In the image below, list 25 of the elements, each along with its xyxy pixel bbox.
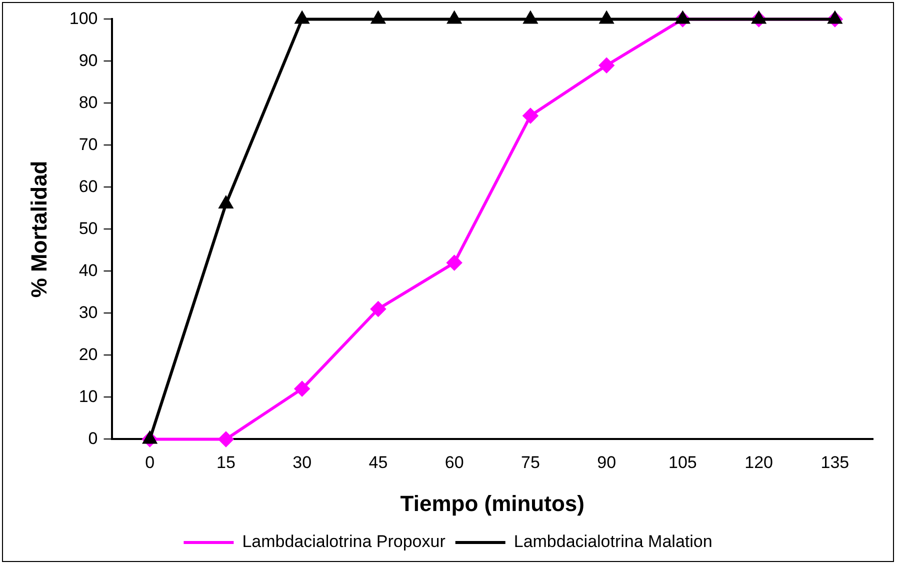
y-tick-label: 30	[78, 302, 98, 322]
x-tick-label: 60	[444, 453, 464, 472]
y-tick-label: 100	[69, 8, 98, 28]
x-tick-label: 45	[368, 453, 388, 472]
x-tick-label: 120	[744, 453, 773, 472]
x-tick-label: 15	[216, 453, 236, 472]
y-tick-label: 0	[88, 428, 98, 448]
x-tick-label: 105	[668, 453, 697, 472]
y-tick-label: 80	[78, 92, 98, 112]
y-tick-label: 20	[78, 344, 98, 364]
x-tick-label: 135	[820, 453, 850, 472]
x-tick-label: 90	[597, 453, 616, 472]
y-tick-label: 90	[78, 50, 98, 70]
y-tick-label: 60	[78, 176, 98, 196]
legend-label: Lambdacialotrina Propoxur	[242, 532, 446, 552]
legend-label: Lambdacialotrina Malation	[514, 532, 712, 552]
y-tick-label: 50	[78, 218, 98, 238]
x-tick-label: 0	[145, 453, 155, 472]
x-axis-title: Tiempo (minutos)	[400, 490, 584, 516]
y-axis-title: % Mortalidad	[26, 160, 52, 298]
y-tick-label: 40	[78, 260, 98, 280]
x-tick-label: 75	[520, 453, 540, 472]
x-tick-label: 30	[292, 453, 312, 472]
y-tick-label: 10	[78, 386, 98, 406]
y-tick-label: 70	[78, 134, 98, 154]
